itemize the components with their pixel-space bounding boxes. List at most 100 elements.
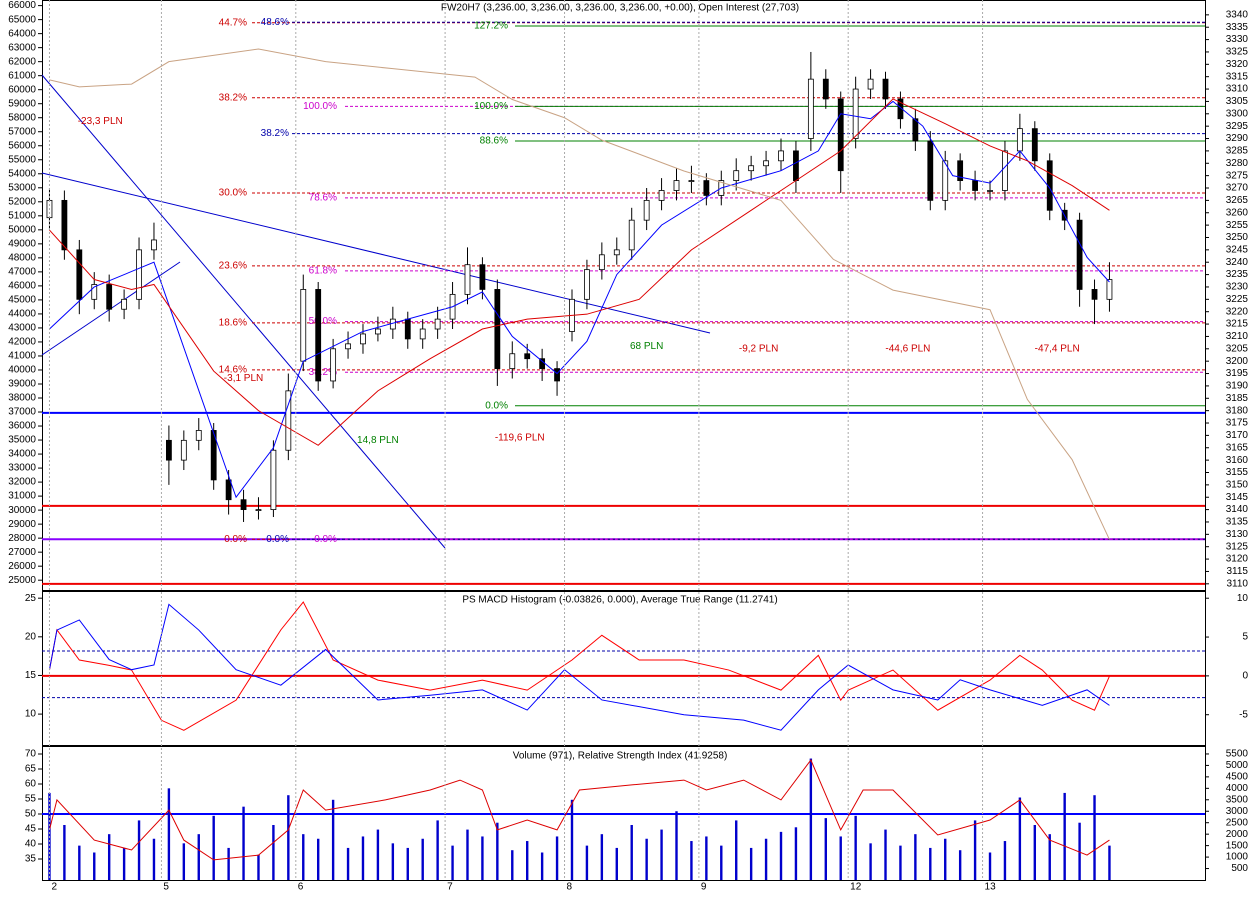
candle-body bbox=[300, 289, 307, 362]
candle-body bbox=[598, 254, 605, 271]
annotation: -23,3 PLN bbox=[78, 116, 123, 127]
volume-bar bbox=[1108, 845, 1111, 880]
candle-body bbox=[360, 333, 366, 345]
volume-bar bbox=[1003, 841, 1007, 880]
candle-body bbox=[270, 449, 277, 511]
candle-body bbox=[509, 353, 516, 369]
y-tick-label: 25 bbox=[25, 593, 37, 604]
panel-title: PS MACD Histogram (-0.03826, 0.000), Ave… bbox=[462, 595, 777, 606]
candle-body bbox=[748, 165, 755, 172]
volume-bar bbox=[899, 845, 902, 880]
y2-tick-label: 1000 bbox=[1226, 852, 1249, 863]
fib-label: 23.6% bbox=[219, 261, 247, 272]
annotation: -3,1 PLN bbox=[224, 373, 263, 384]
volume-bar bbox=[1063, 792, 1066, 880]
volume-bar bbox=[1093, 795, 1096, 880]
volume-bar bbox=[675, 811, 678, 880]
volume-bar bbox=[1078, 822, 1081, 880]
volume-bar bbox=[1033, 825, 1037, 880]
y-tick-label: 30000 bbox=[8, 505, 36, 516]
line-series bbox=[48, 603, 1110, 731]
volume-bar bbox=[944, 838, 947, 880]
y-tick-label: 56000 bbox=[8, 140, 36, 151]
volume-bar bbox=[540, 852, 544, 880]
y-tick-label: 43000 bbox=[8, 323, 36, 334]
y-tick-label: 40 bbox=[25, 839, 37, 850]
candle-body bbox=[345, 343, 351, 350]
volume-bar bbox=[257, 854, 260, 880]
y2-tick-label: 3160 bbox=[1226, 455, 1249, 466]
y-tick-label: 34000 bbox=[8, 449, 36, 460]
candle-body bbox=[1076, 219, 1083, 290]
candle-body bbox=[106, 284, 113, 310]
volume-bar bbox=[600, 834, 604, 880]
y-tick-label: 55 bbox=[25, 794, 37, 805]
y-tick-label: 38000 bbox=[8, 393, 36, 404]
candle-body bbox=[315, 289, 322, 382]
volume-bar bbox=[824, 818, 827, 880]
candle-body bbox=[673, 180, 680, 191]
y-tick-label: 44000 bbox=[8, 309, 36, 320]
candle-body bbox=[61, 199, 68, 251]
volume-bar bbox=[794, 827, 798, 880]
fib-label: 50.0% bbox=[309, 316, 337, 327]
y2-tick-label: 3325 bbox=[1226, 47, 1249, 58]
y2-tick-label: 3180 bbox=[1226, 405, 1249, 416]
y-tick-label: 35000 bbox=[8, 435, 36, 446]
volume-bar bbox=[346, 847, 350, 880]
fib-label: 44.7% bbox=[219, 17, 247, 28]
y2-tick-label: 3280 bbox=[1226, 158, 1249, 169]
volume-bar bbox=[466, 829, 469, 880]
annotation: -44,6 PLN bbox=[885, 343, 930, 354]
candle-body bbox=[1016, 128, 1023, 152]
y-tick-label: 61000 bbox=[8, 70, 36, 81]
volume-bar bbox=[1048, 834, 1051, 880]
candle-body bbox=[91, 284, 98, 300]
volume-bar bbox=[958, 850, 962, 880]
candle-body bbox=[479, 264, 486, 290]
candle-body bbox=[1091, 289, 1098, 300]
macd-panel-frame bbox=[42, 591, 1206, 746]
candle-body bbox=[240, 499, 247, 511]
x-tick-label: 12 bbox=[850, 882, 862, 893]
candle-body bbox=[419, 328, 426, 340]
volume-bar bbox=[884, 829, 887, 880]
y2-tick-label: 3315 bbox=[1226, 71, 1249, 82]
candle-body bbox=[793, 150, 799, 181]
y-tick-label: 28000 bbox=[8, 533, 36, 544]
volume-bar bbox=[749, 847, 753, 880]
annotation: -119,6 PLN bbox=[495, 433, 545, 444]
y-tick-label: 45000 bbox=[8, 295, 36, 306]
y-tick-label: 10 bbox=[25, 709, 37, 720]
annotation: -47,4 PLN bbox=[1035, 343, 1080, 354]
x-tick-label: 2 bbox=[51, 882, 57, 893]
candle-body bbox=[524, 353, 531, 360]
y-tick-label: 37000 bbox=[8, 407, 36, 418]
candle-body bbox=[613, 249, 620, 256]
candle-body bbox=[464, 264, 471, 295]
y-tick-label: 51000 bbox=[8, 210, 36, 221]
panel-title: FW20H7 (3,236.00, 3,236.00, 3,236.00, 3,… bbox=[441, 3, 799, 14]
volume-bar bbox=[287, 795, 290, 880]
y2-tick-label: 3175 bbox=[1226, 418, 1249, 429]
candle-body bbox=[763, 160, 769, 167]
y2-tick-label: 3335 bbox=[1226, 22, 1249, 33]
volume-bar bbox=[735, 820, 738, 880]
candle-body bbox=[375, 328, 381, 335]
y2-tick-label: 3240 bbox=[1226, 257, 1249, 268]
y-tick-label: 53000 bbox=[8, 182, 36, 193]
candle-body bbox=[554, 368, 560, 382]
y2-tick-label: 3300 bbox=[1226, 108, 1249, 119]
y2-tick-label: 3120 bbox=[1226, 554, 1249, 565]
y2-tick-label: 3500 bbox=[1226, 794, 1249, 805]
x-tick-label: 7 bbox=[447, 882, 453, 893]
y-tick-label: 57000 bbox=[8, 126, 36, 137]
price-panel-frame bbox=[42, 0, 1206, 591]
volume-bar bbox=[212, 815, 215, 880]
volume-bar bbox=[988, 852, 992, 880]
y2-tick-label: 3245 bbox=[1226, 244, 1249, 255]
y2-tick-label: 4500 bbox=[1226, 772, 1249, 783]
y2-tick-label: 3305 bbox=[1226, 96, 1249, 107]
volume-bar bbox=[555, 836, 559, 880]
y-tick-label: 64000 bbox=[8, 28, 36, 39]
